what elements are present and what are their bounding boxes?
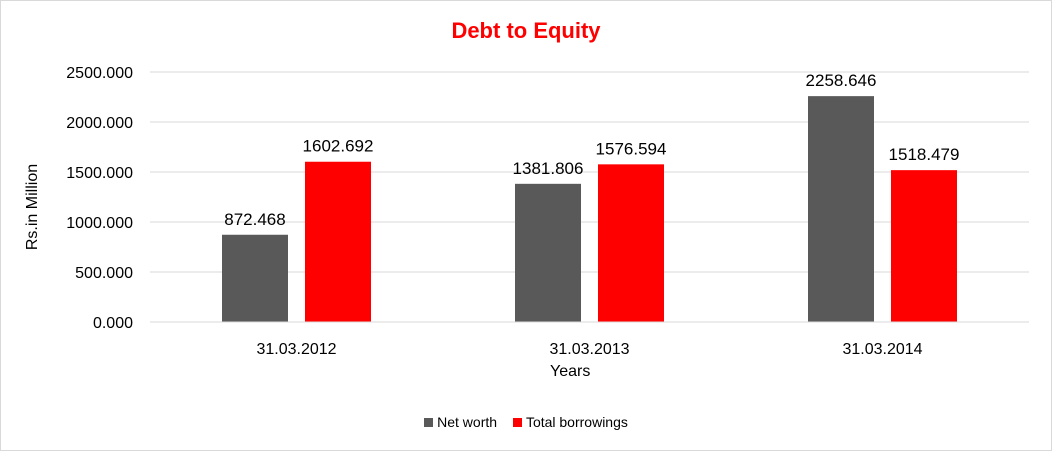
x-tick-label: 31.03.2013 [549, 341, 629, 358]
y-axis-label-wrap: Rs.in Million [23, 164, 43, 250]
x-tick-label: 31.03.2012 [256, 341, 336, 358]
legend-label: Net worth [437, 414, 498, 430]
data-label: 1381.806 [513, 159, 584, 178]
legend: Net worth Total borrowings [1, 414, 1051, 430]
data-label: 872.468 [224, 210, 285, 229]
y-tick-label: 1000.000 [66, 215, 133, 232]
y-tick-label: 1500.000 [66, 165, 133, 182]
legend-swatch [512, 418, 522, 427]
y-tick-label: 2500.000 [66, 65, 133, 82]
bar [598, 164, 664, 322]
bar [222, 234, 288, 322]
y-tick-label: 0.000 [93, 315, 133, 332]
data-label: 2258.646 [806, 71, 877, 90]
y-tick-label: 500.000 [75, 265, 133, 282]
x-tick-label: 31.03.2014 [842, 341, 922, 358]
bar [515, 183, 581, 322]
y-tick-label: 2000.000 [66, 115, 133, 132]
bar [305, 161, 371, 322]
y-axis-label: Rs.in Million [24, 163, 41, 251]
legend-item-total-borrowings: Total borrowings [512, 414, 628, 430]
legend-label: Total borrowings [525, 414, 628, 430]
data-label: 1576.594 [596, 139, 667, 158]
bar [891, 170, 957, 322]
bar [808, 96, 874, 322]
x-axis-label: Years [550, 363, 591, 380]
legend-swatch [424, 418, 434, 427]
chart-title: Debt to Equity [451, 18, 601, 43]
data-label: 1602.692 [303, 137, 374, 156]
legend-item-net-worth: Net worth [424, 414, 497, 430]
data-label: 1518.479 [889, 145, 960, 164]
